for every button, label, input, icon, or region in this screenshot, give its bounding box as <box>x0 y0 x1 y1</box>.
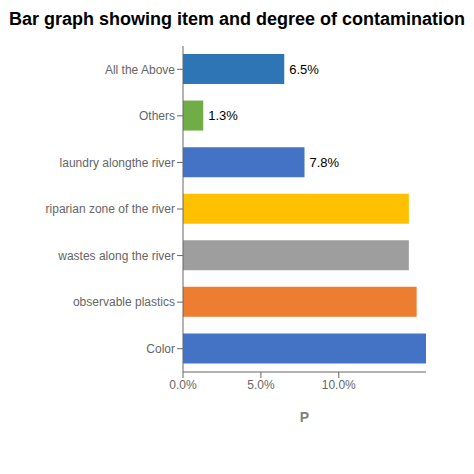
svg-text:wastes along the river: wastes along the river <box>57 249 175 263</box>
svg-text:5.0%: 5.0% <box>247 378 275 392</box>
svg-text:Color: Color <box>146 342 175 356</box>
svg-text:All the Above: All the Above <box>105 63 175 77</box>
svg-text:1.3%: 1.3% <box>208 108 238 123</box>
svg-text:6.5%: 6.5% <box>289 62 319 77</box>
html-text:Bar graph showing item and deg: Bar graph showing item and degree of con… <box>9 9 465 29</box>
svg-text:riparian zone of the river: riparian zone of the river <box>46 202 175 216</box>
svg-text:P: P <box>300 409 309 425</box>
svg-text:10.0%: 10.0% <box>322 378 356 392</box>
svg-text:observable plastics: observable plastics <box>73 295 175 309</box>
svg-text:laundry alongthe river: laundry alongthe river <box>60 156 175 170</box>
svg-text:7.8%: 7.8% <box>310 155 340 170</box>
svg-text:0.0%: 0.0% <box>169 378 197 392</box>
svg-text:Others: Others <box>139 109 175 123</box>
